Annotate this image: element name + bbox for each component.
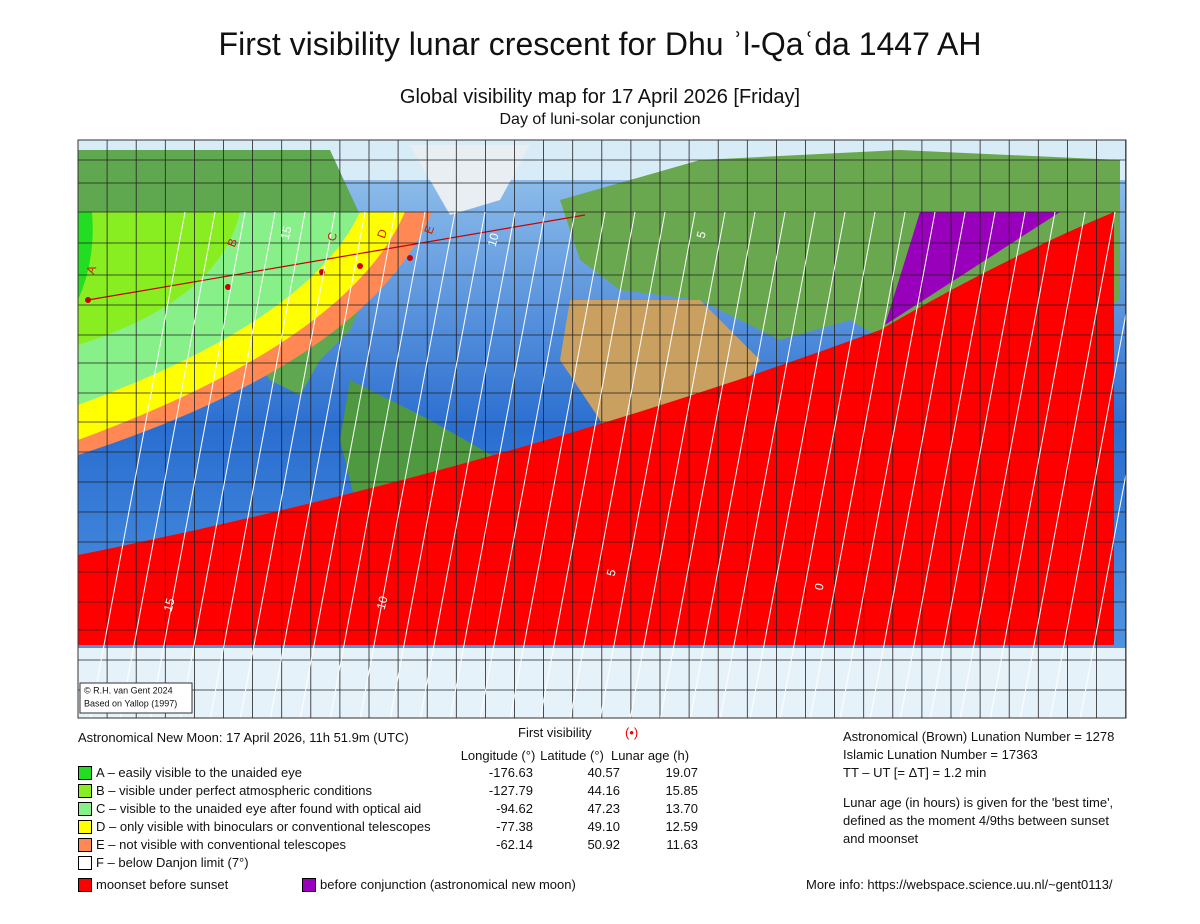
lunar-age-contours <box>89 211 1126 718</box>
legend-value: -62.14 <box>496 837 533 852</box>
legend-value: 44.16 <box>587 783 620 798</box>
contour-label: 15 <box>161 596 178 613</box>
contour-line <box>569 211 666 718</box>
contour-label: 10 <box>374 594 391 611</box>
contour-label: 10 <box>485 231 502 248</box>
note-line: Lunar age (in hours) is given for the 'b… <box>843 795 1114 810</box>
contour-label: 5 <box>694 229 709 239</box>
legend-value: -77.38 <box>496 819 533 834</box>
contour-line <box>539 211 636 718</box>
legend-value: -94.62 <box>496 801 533 816</box>
legend-value: 19.07 <box>665 765 698 780</box>
contour-line <box>419 211 516 718</box>
contour-line <box>689 211 786 718</box>
legend-swatch <box>78 878 92 892</box>
contour-line <box>389 211 486 718</box>
contour-line <box>119 211 216 718</box>
contour-label: 15 <box>278 224 295 241</box>
contour-line <box>509 211 606 718</box>
legend-label: before conjunction (astronomical new moo… <box>320 877 576 892</box>
contour-line <box>749 211 846 718</box>
legend-label: B – visible under perfect atmospheric co… <box>96 783 373 798</box>
legend-value: 50.92 <box>587 837 620 852</box>
contour-line <box>989 211 1086 718</box>
legend-value: -176.63 <box>488 765 533 780</box>
contour-label: 5 <box>604 567 619 577</box>
legend-value: -127.79 <box>488 783 533 798</box>
legend-swatch <box>78 856 92 870</box>
contour-line <box>779 211 876 718</box>
contour-line <box>89 211 186 718</box>
title: First visibility lunar crescent for Dhu … <box>218 26 982 62</box>
legend-swatch <box>78 784 92 798</box>
legend-label: F – below Danjon limit (7°) <box>96 855 249 870</box>
contour-line <box>719 211 816 718</box>
column-header: Longitude (°) <box>460 748 536 763</box>
contour-line <box>1019 211 1116 718</box>
contour-line <box>659 211 756 718</box>
contour-line <box>809 211 906 718</box>
legend-swatch <box>78 820 92 834</box>
info-line: TT – UT [= ΔT] = 1.2 min <box>843 765 987 780</box>
legend-value: 11.63 <box>666 837 698 852</box>
credit-box <box>79 682 193 714</box>
contour-line <box>269 211 366 718</box>
more-info: More info: https://webspace.science.uu.n… <box>806 877 1113 892</box>
credit: © R.H. van Gent 2024 <box>84 685 173 695</box>
column-header: Latitude (°) <box>540 748 604 763</box>
legend-value: 47.23 <box>587 801 620 816</box>
info-line: Islamic Lunation Number = 17363 <box>843 747 1038 762</box>
legend-swatch <box>302 878 316 892</box>
info-line: Astronomical (Brown) Lunation Number = 1… <box>843 729 1115 744</box>
graticule <box>78 140 1126 718</box>
legend-swatch <box>78 802 92 816</box>
credit: Based on Yallop (1997) <box>84 698 177 708</box>
legend-label: E – not visible with conventional telesc… <box>96 837 347 852</box>
map-frame <box>77 139 1127 719</box>
contour-line <box>479 211 576 718</box>
contour-line <box>1079 471 1126 718</box>
contour-line <box>959 211 1056 718</box>
legend-label: C – visible to the unaided eye after fou… <box>96 801 422 816</box>
contour-line <box>359 211 456 718</box>
contour-line <box>869 211 966 718</box>
legend-value: 40.57 <box>587 765 620 780</box>
contour-line <box>1049 310 1126 718</box>
legend-value: 15.85 <box>665 783 698 798</box>
legend-label: D – only visible with binoculars or conv… <box>96 819 431 834</box>
legend-value: 12.59 <box>665 819 698 834</box>
legend-label: moonset before sunset <box>96 877 229 892</box>
first-visibility-symbol: (•) <box>625 725 639 740</box>
contour-line <box>929 211 1026 718</box>
first-visibility-heading: First visibility <box>518 725 592 740</box>
legend-swatch <box>78 838 92 852</box>
column-header: Lunar age (h) <box>610 748 690 763</box>
contour-line <box>149 211 246 718</box>
contour-line <box>179 211 276 718</box>
legend-swatch <box>78 766 92 780</box>
legend-value: 13.70 <box>665 801 698 816</box>
contour-line <box>629 211 726 718</box>
note-line: defined as the moment 4/9ths between sun… <box>843 813 1109 828</box>
contour-line <box>899 211 996 718</box>
contour-line <box>329 211 426 718</box>
note-line: and moonset <box>843 831 919 846</box>
subtitle: Day of luni-solar conjunction <box>499 111 701 128</box>
contour-label: 0 <box>812 581 827 591</box>
visibility-zones <box>78 212 1114 645</box>
contour-line <box>299 211 396 718</box>
contour-line <box>839 211 936 718</box>
new-moon: Astronomical New Moon: 17 April 2026, 11… <box>78 730 409 745</box>
contour-line <box>239 211 336 718</box>
legend-label: A – easily visible to the unaided eye <box>96 765 302 780</box>
contour-line <box>599 211 696 718</box>
subtitle: Global visibility map for 17 April 2026 … <box>399 86 801 108</box>
contour-line <box>209 211 306 718</box>
legend-value: 49.10 <box>587 819 620 834</box>
contour-line <box>449 211 546 718</box>
